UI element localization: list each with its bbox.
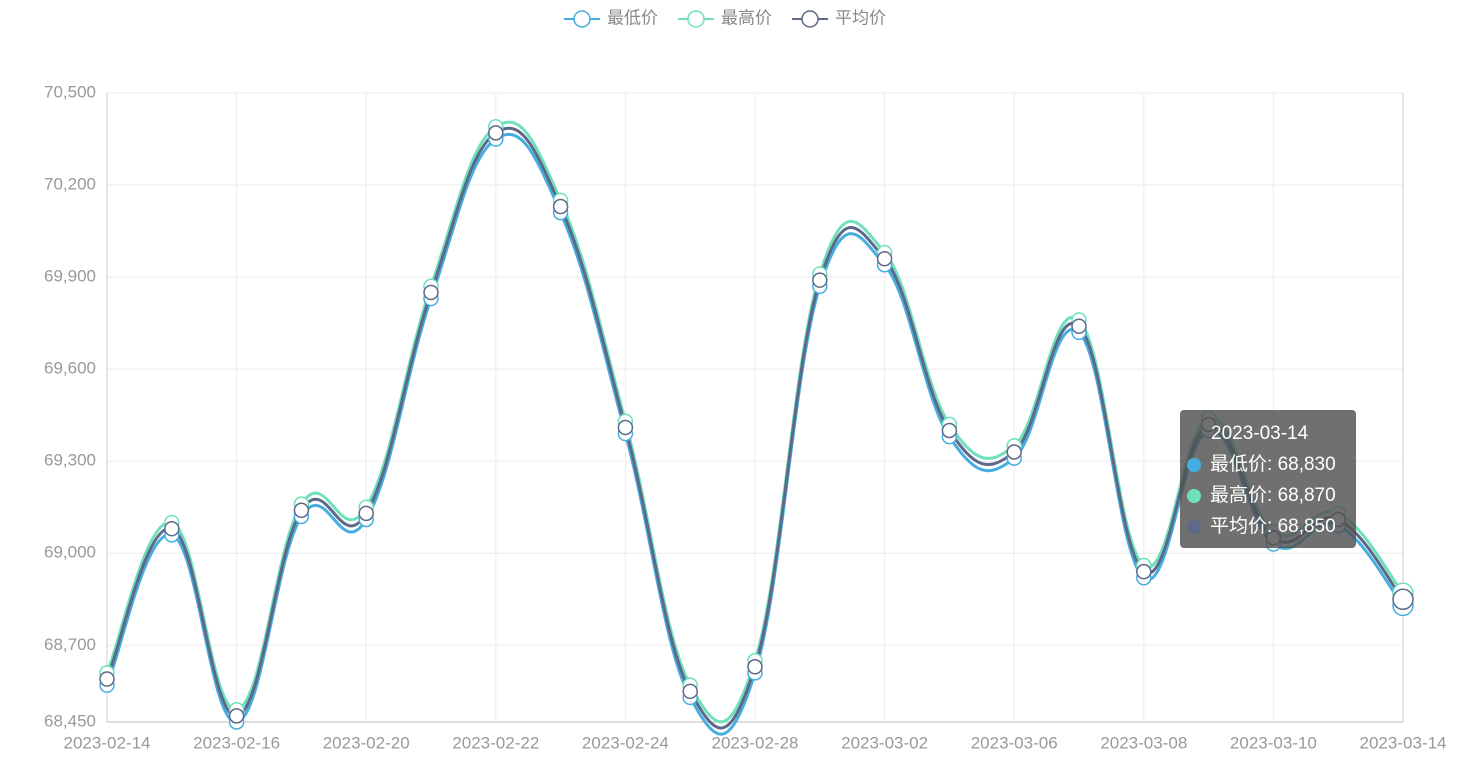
- series-line: [105, 120, 1405, 724]
- y-tick-label: 68,450: [44, 711, 96, 730]
- tooltip-bullet: [1187, 458, 1201, 472]
- point-marker: [358, 505, 374, 522]
- y-tick-label: 68,700: [44, 635, 96, 654]
- legend-label: 最低价: [607, 8, 658, 27]
- y-tick-label: 70,200: [44, 175, 96, 194]
- x-tick-label: 2023-02-16: [193, 733, 280, 752]
- tooltip-series-name: 平均价: [1210, 515, 1267, 537]
- point-marker: [812, 272, 828, 288]
- tooltip-row: 平均价: 68,850: [1210, 515, 1336, 537]
- legend-label: 平均价: [835, 8, 886, 27]
- point-marker: [747, 659, 763, 675]
- point-marker: [1136, 563, 1152, 580]
- legend-icon-marker: [687, 10, 705, 28]
- tooltip-box: [1180, 410, 1356, 548]
- y-tick-label: 69,600: [44, 359, 96, 378]
- x-tick-label: 2023-02-14: [64, 733, 151, 752]
- y-tick-label: 69,300: [44, 451, 96, 470]
- x-tick-label: 2023-03-06: [971, 733, 1058, 752]
- y-tick-label: 70,500: [44, 82, 96, 101]
- tooltip-row: 最高价: 68,870: [1210, 484, 1336, 506]
- tooltip-sep: :: [1267, 454, 1278, 475]
- point-marker: [423, 284, 439, 301]
- series-line: [105, 132, 1405, 736]
- tooltip-row: 最低价: 68,830: [1210, 453, 1336, 475]
- tooltip-value: 68,830: [1278, 454, 1336, 475]
- tooltip-series-name: 最低价: [1210, 453, 1267, 475]
- x-tick-label: 2023-03-08: [1100, 733, 1187, 752]
- point-marker: [228, 708, 245, 724]
- point-marker: [552, 198, 569, 215]
- legend-icon-marker: [801, 10, 819, 28]
- tooltip-value: 68,850: [1278, 516, 1336, 537]
- tooltip: 2023-03-14 最低价: 68,830 最高价: 68,870 平均价: 68,…: [1180, 410, 1356, 548]
- point-marker: [488, 125, 504, 141]
- legend-icon-marker: [573, 10, 591, 28]
- point-marker: [682, 683, 698, 700]
- x-tick-label: 2023-03-10: [1230, 733, 1317, 752]
- point-marker: [1071, 318, 1087, 334]
- series-line: [105, 126, 1405, 730]
- tooltip-sep: :: [1267, 485, 1278, 506]
- point-marker: [1392, 588, 1414, 611]
- point-marker: [876, 250, 893, 267]
- point-marker: [1006, 444, 1022, 460]
- tooltip-series-name: 最高价: [1210, 484, 1267, 506]
- x-tick-label: 2023-03-14: [1360, 733, 1447, 752]
- point-marker: [941, 422, 958, 439]
- x-tick-label: 2023-02-20: [323, 733, 410, 752]
- x-tick-label: 2023-02-22: [452, 733, 539, 752]
- x-tick-label: 2023-02-28: [712, 733, 799, 752]
- y-tick-label: 69,000: [44, 543, 96, 562]
- point-marker: [293, 502, 310, 519]
- tooltip-title: 2023-03-14: [1211, 423, 1309, 444]
- point-marker: [99, 671, 115, 687]
- point-marker: [617, 419, 634, 436]
- tooltip-bullet: [1187, 489, 1201, 503]
- x-tick-label: 2023-02-24: [582, 733, 669, 752]
- point-marker: [164, 520, 180, 537]
- legend-label: 最高价: [721, 8, 772, 27]
- tooltip-value: 68,870: [1278, 485, 1336, 506]
- y-tick-label: 69,900: [44, 267, 96, 286]
- tooltip-sep: :: [1267, 516, 1278, 537]
- x-tick-label: 2023-03-02: [841, 733, 928, 752]
- tooltip-bullet: [1187, 520, 1201, 534]
